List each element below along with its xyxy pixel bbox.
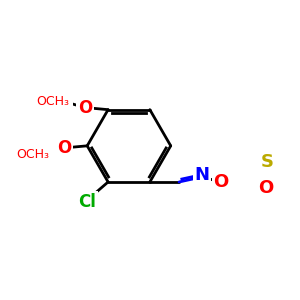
Text: OCH₃: OCH₃ — [16, 148, 49, 161]
Text: O: O — [57, 139, 71, 157]
Text: S: S — [260, 152, 273, 170]
Text: Cl: Cl — [78, 193, 96, 211]
Text: N: N — [194, 166, 209, 184]
Text: O: O — [213, 173, 228, 191]
Circle shape — [232, 119, 247, 134]
Circle shape — [233, 151, 248, 166]
Text: OCH₃: OCH₃ — [37, 95, 70, 108]
Text: O: O — [78, 99, 92, 117]
Text: O: O — [258, 179, 274, 197]
